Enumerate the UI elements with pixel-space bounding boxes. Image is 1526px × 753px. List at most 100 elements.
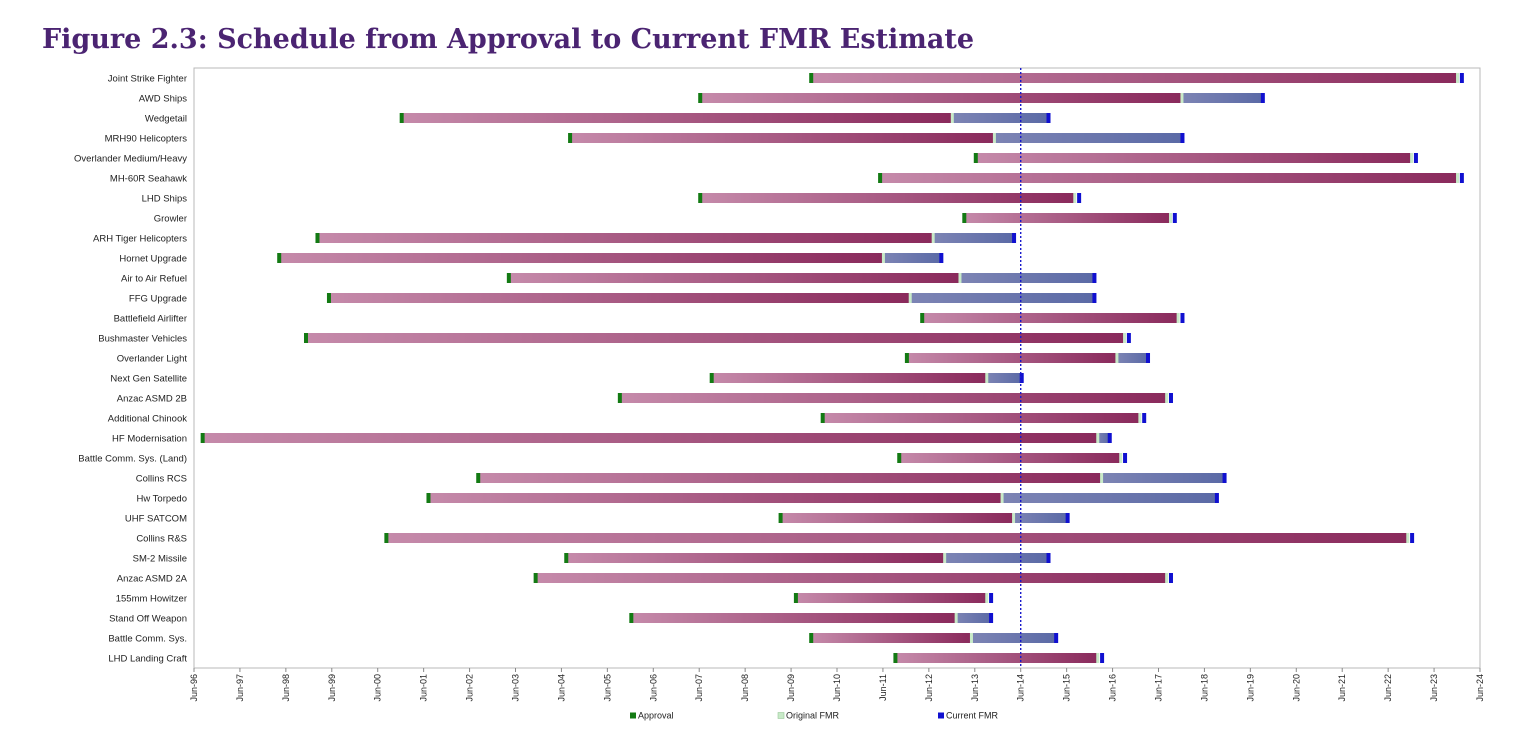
project-label: UHF SATCOM bbox=[125, 514, 187, 525]
x-tick-label: Jun-12 bbox=[924, 674, 934, 702]
project-label: LHD Ships bbox=[142, 194, 188, 205]
legend-label: Approval bbox=[638, 711, 674, 721]
original-fmr-marker bbox=[1096, 433, 1100, 443]
original-fmr-marker bbox=[1165, 393, 1169, 403]
original-fmr-marker bbox=[958, 273, 962, 283]
project-label: Joint Strike Fighter bbox=[108, 74, 187, 85]
project-label: Hw Torpedo bbox=[136, 494, 187, 505]
current-fmr-marker bbox=[1214, 493, 1219, 503]
original-fmr-marker bbox=[1406, 533, 1410, 543]
schedule-slip-bar bbox=[986, 373, 1021, 383]
approval-marker bbox=[904, 353, 909, 363]
schedule-slip-bar bbox=[993, 133, 1182, 143]
project-label: Battle Comm. Sys. (Land) bbox=[78, 454, 187, 465]
project-label: Overlander Medium/Heavy bbox=[74, 154, 187, 165]
current-fmr-marker bbox=[1019, 373, 1024, 383]
original-fmr-marker bbox=[931, 233, 935, 243]
approval-marker bbox=[384, 533, 389, 543]
original-schedule-bar bbox=[779, 513, 1014, 523]
approval-marker bbox=[617, 393, 622, 403]
current-fmr-marker bbox=[989, 613, 994, 623]
original-fmr-marker bbox=[1165, 573, 1169, 583]
x-tick-label: Jun-00 bbox=[373, 674, 383, 702]
original-fmr-marker bbox=[950, 113, 954, 123]
current-fmr-marker bbox=[1092, 293, 1097, 303]
original-schedule-bar bbox=[618, 393, 1167, 403]
x-tick-label: Jun-13 bbox=[970, 674, 980, 702]
schedule-slip-bar bbox=[932, 233, 1014, 243]
original-schedule-bar bbox=[963, 213, 1170, 223]
schedule-slip-bar bbox=[1181, 93, 1262, 103]
original-schedule-bar bbox=[507, 273, 960, 283]
original-schedule-bar bbox=[477, 473, 1102, 483]
x-tick-label: Jun-21 bbox=[1337, 674, 1347, 702]
schedule-slip-bar bbox=[1013, 513, 1067, 523]
project-label: HF Modernisation bbox=[112, 434, 187, 445]
current-fmr-marker bbox=[1046, 553, 1051, 563]
x-tick-label: Jun-16 bbox=[1108, 674, 1118, 702]
original-fmr-marker bbox=[1012, 513, 1016, 523]
current-fmr-marker bbox=[1107, 433, 1112, 443]
current-fmr-marker bbox=[1413, 153, 1418, 163]
project-label: Collins RCS bbox=[136, 474, 187, 485]
legend-label: Original FMR bbox=[786, 711, 840, 721]
current-fmr-marker bbox=[1180, 133, 1185, 143]
approval-marker bbox=[277, 253, 282, 263]
project-label: Additional Chinook bbox=[108, 414, 187, 425]
approval-marker bbox=[893, 653, 898, 663]
current-fmr-marker bbox=[1012, 233, 1017, 243]
current-fmr-marker bbox=[1077, 193, 1082, 203]
current-fmr-marker bbox=[1459, 73, 1464, 83]
original-fmr-marker bbox=[954, 613, 958, 623]
original-fmr-marker bbox=[1456, 173, 1460, 183]
original-schedule-bar bbox=[316, 233, 933, 243]
project-label: MRH90 Helicopters bbox=[105, 134, 188, 145]
approval-marker bbox=[698, 93, 703, 103]
original-schedule-bar bbox=[898, 453, 1121, 463]
original-schedule-bar bbox=[699, 193, 1075, 203]
legend-label: Current FMR bbox=[946, 711, 999, 721]
schedule-slip-bar bbox=[909, 293, 1094, 303]
project-label: Next Gen Satellite bbox=[110, 374, 187, 385]
approval-marker bbox=[698, 193, 703, 203]
original-schedule-bar bbox=[894, 653, 1098, 663]
project-label: 155mm Howitzer bbox=[116, 594, 187, 605]
x-tick-label: Jun-04 bbox=[556, 674, 566, 702]
schedule-slip-bar bbox=[959, 273, 1094, 283]
original-fmr-marker bbox=[1123, 333, 1127, 343]
current-fmr-marker bbox=[1180, 313, 1185, 323]
original-schedule-bar bbox=[304, 333, 1125, 343]
original-schedule-bar bbox=[810, 73, 1458, 83]
x-tick-label: Jun-19 bbox=[1245, 674, 1255, 702]
original-fmr-marker bbox=[1168, 213, 1172, 223]
approval-marker bbox=[629, 613, 634, 623]
approval-marker bbox=[820, 413, 825, 423]
approval-marker bbox=[809, 73, 814, 83]
x-tick-label: Jun-20 bbox=[1291, 674, 1301, 702]
original-fmr-marker bbox=[1180, 93, 1184, 103]
current-fmr-marker bbox=[1222, 473, 1227, 483]
x-tick-label: Jun-11 bbox=[878, 674, 888, 701]
x-tick-label: Jun-99 bbox=[327, 674, 337, 702]
original-schedule-bar bbox=[630, 613, 956, 623]
x-tick-label: Jun-14 bbox=[1016, 674, 1026, 702]
project-label: ARH Tiger Helicopters bbox=[93, 234, 187, 245]
legend-swatch bbox=[938, 712, 944, 719]
approval-marker bbox=[564, 553, 569, 563]
original-fmr-marker bbox=[992, 133, 996, 143]
schedule-slip-bar bbox=[1097, 433, 1109, 443]
project-label: Overlander Light bbox=[117, 354, 188, 365]
original-schedule-bar bbox=[201, 433, 1098, 443]
original-schedule-bar bbox=[794, 593, 987, 603]
x-tick-label: Jun-10 bbox=[832, 674, 842, 702]
original-fmr-marker bbox=[985, 593, 989, 603]
current-fmr-marker bbox=[1142, 413, 1147, 423]
original-fmr-marker bbox=[943, 553, 947, 563]
project-label: AWD Ships bbox=[139, 94, 187, 105]
current-fmr-marker bbox=[1123, 453, 1128, 463]
original-schedule-bar bbox=[821, 413, 1140, 423]
original-schedule-bar bbox=[427, 493, 1002, 503]
approval-marker bbox=[200, 433, 205, 443]
project-label: Collins R&S bbox=[136, 534, 187, 545]
original-fmr-marker bbox=[1073, 193, 1077, 203]
